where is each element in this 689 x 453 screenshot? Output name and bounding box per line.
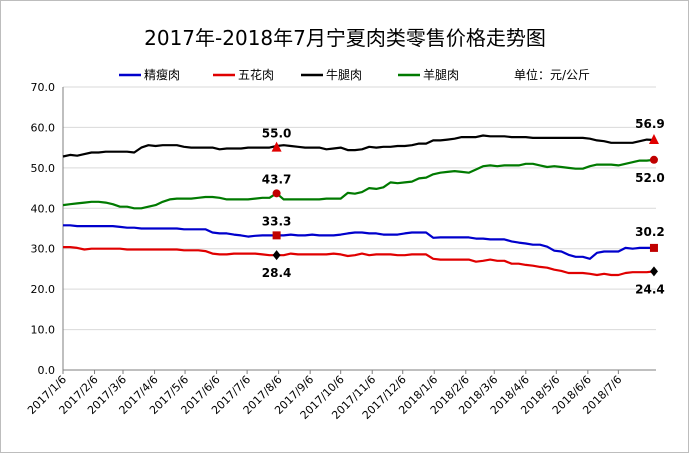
annotation-markers: 55.0 43.7 33.3 28.4 56.9 52.0 30.2 24.4	[262, 117, 665, 296]
y-tick-label: 60.0	[31, 121, 56, 134]
series-line-3	[62, 134, 655, 158]
series-line-2	[63, 246, 655, 277]
y-tick-label: 10.0	[31, 324, 56, 337]
data-label: 55.0	[262, 127, 292, 141]
data-label: 56.9	[635, 117, 665, 131]
y-tick-label: 50.0	[31, 162, 56, 175]
series-line-4	[62, 158, 655, 210]
y-tick-label: 40.0	[31, 202, 56, 215]
y-tick-label: 70.0	[31, 81, 56, 94]
circle-marker	[649, 155, 658, 164]
data-label: 30.2	[635, 225, 665, 239]
series-lines	[62, 134, 655, 277]
unit-label: 单位：元/公斤	[514, 67, 590, 82]
legend-label: 羊腿肉	[423, 67, 459, 82]
chart-title: 2017年-2018年7月宁夏肉类零售价格走势图	[144, 26, 546, 50]
diamond-marker	[272, 250, 281, 261]
legend-label: 精瘦肉	[144, 67, 180, 82]
data-label: 52.0	[635, 171, 665, 185]
data-label: 43.7	[262, 172, 292, 186]
circle-marker	[272, 189, 281, 198]
triangle-marker	[648, 133, 659, 144]
series-line-1	[63, 224, 654, 260]
legend: 精瘦肉 五花肉 牛腿肉 羊腿肉	[119, 67, 459, 82]
y-tick-label: 0.0	[38, 364, 56, 377]
legend-label: 牛腿肉	[326, 67, 362, 82]
x-axis: 2017/1/62017/2/62017/3/62017/4/62017/5/6…	[25, 370, 624, 422]
data-label: 24.4	[635, 282, 665, 296]
data-label: 33.3	[262, 214, 292, 228]
diamond-marker	[649, 266, 658, 277]
y-tick-label: 20.0	[31, 283, 56, 296]
square-marker	[649, 243, 658, 252]
y-axis: 0.0 10.0 20.0 30.0 40.0 50.0 60.0 70.0	[31, 81, 64, 377]
triangle-marker	[271, 141, 282, 152]
y-tick-label: 30.0	[31, 243, 56, 256]
data-label: 28.4	[262, 266, 292, 280]
square-marker	[272, 231, 281, 240]
legend-label: 五花肉	[238, 67, 274, 82]
gridlines	[63, 86, 656, 371]
